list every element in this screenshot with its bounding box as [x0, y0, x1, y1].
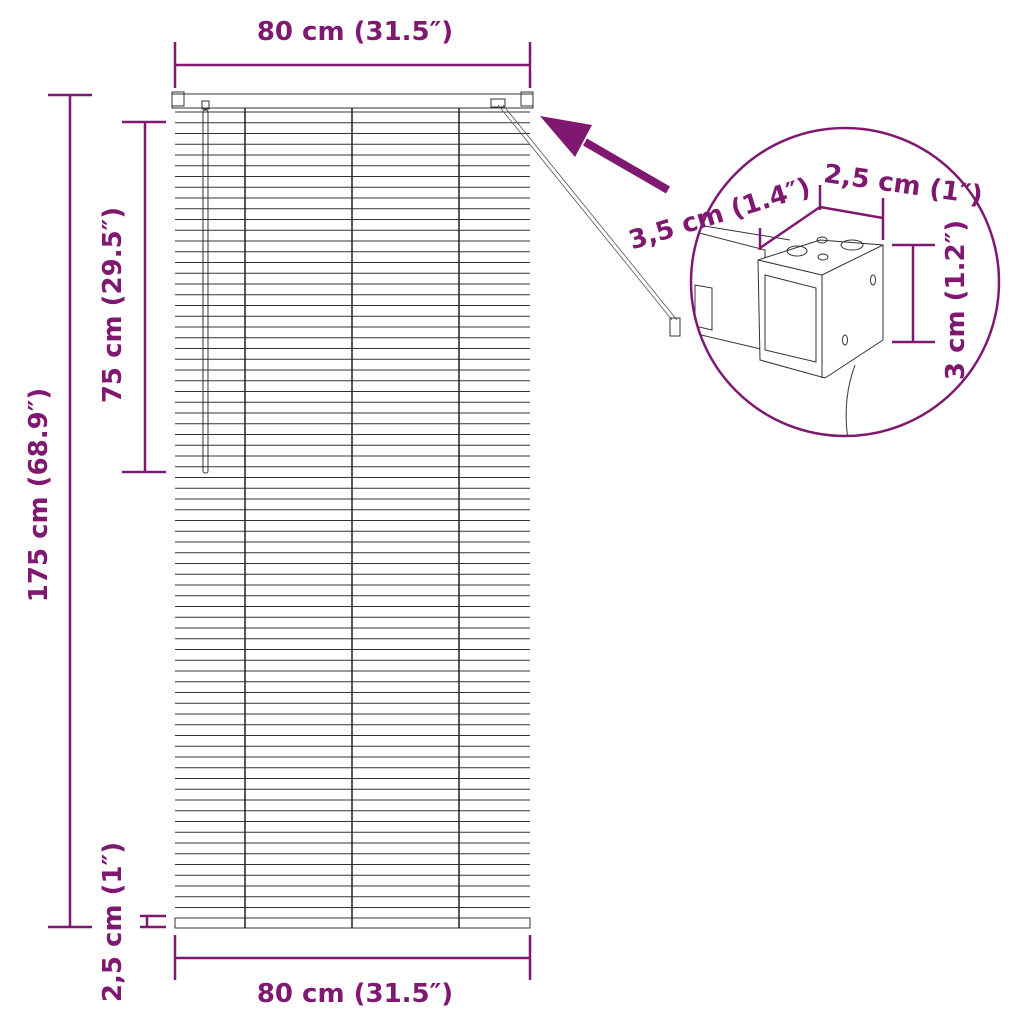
- top-width-label: 80 cm (31.5″): [257, 17, 453, 47]
- total-height-dimension: 175 cm (68.9″): [24, 93, 92, 929]
- total-height-label: 175 cm (68.9″): [24, 388, 54, 602]
- detail-circle: [689, 126, 1001, 438]
- blind: [171, 91, 681, 929]
- left-bracket: [171, 91, 185, 107]
- top-width-dimension: 80 cm (31.5″): [173, 17, 532, 88]
- wand-length-dimension: 75 cm (29.5″): [98, 120, 166, 474]
- height-label: 3 cm (1.2″): [941, 220, 971, 380]
- cord-tassel: [669, 317, 681, 337]
- bracket-detail: 3,5 cm (1.4″) 2,5 cm (1″) 3 cm (1.2″): [625, 126, 1001, 438]
- width-label: 2,5 cm (1″): [822, 159, 985, 211]
- bottom-rail-label: 2,5 cm (1″): [98, 842, 128, 1002]
- bottom-width-label: 80 cm (31.5″): [257, 979, 453, 1009]
- bottom-rail-dimension: 2,5 cm (1″): [98, 842, 166, 1002]
- headrail: [171, 93, 534, 109]
- bottom-width-dimension: 80 cm (31.5″): [173, 935, 532, 1009]
- detail-arrow-icon: [540, 116, 671, 194]
- tilt-wand: [202, 109, 209, 474]
- cord-lock: [490, 98, 506, 108]
- right-bracket: [520, 91, 534, 107]
- pull-cord: [497, 104, 673, 321]
- wand-length-label: 75 cm (29.5″): [98, 207, 128, 403]
